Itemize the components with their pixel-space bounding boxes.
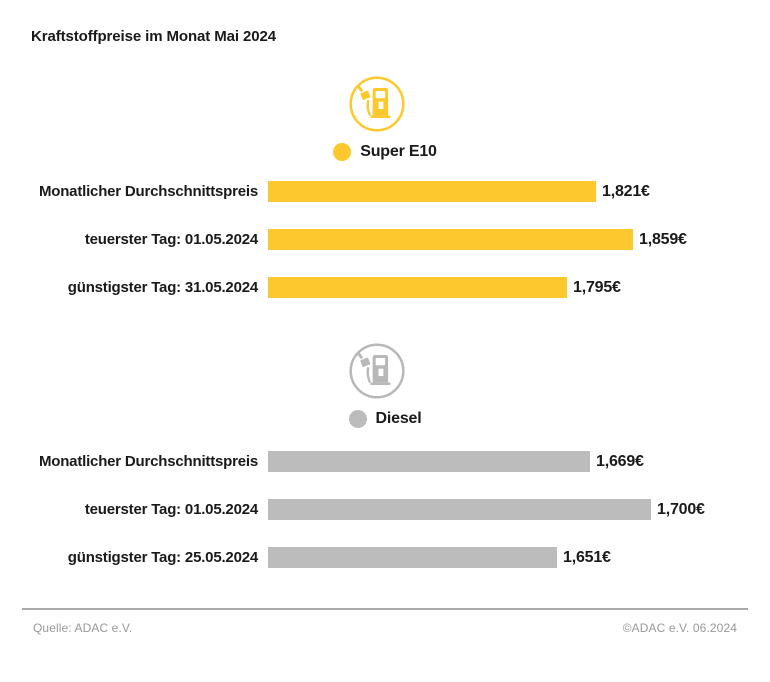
bar-label: Monatlicher Durchschnittspreis	[38, 183, 258, 200]
bar-row: teuerster Tag: 01.05.2024 1,700€	[0, 499, 770, 520]
bar-row: Monatlicher Durchschnittspreis 1,821€	[0, 181, 770, 202]
bar-row: teuerster Tag: 01.05.2024 1,859€	[0, 229, 770, 250]
bar-row: Monatlicher Durchschnittspreis 1,669€	[0, 451, 770, 472]
bar-value: 1,795€	[573, 278, 621, 296]
bar	[268, 547, 557, 568]
bar-group-super-e10: Monatlicher Durchschnittspreis 1,821€ te…	[0, 181, 770, 325]
footer-copyright: ©ADAC e.V. 06.2024	[622, 621, 737, 635]
footer-source: Quelle: ADAC e.V.	[33, 621, 133, 635]
fuel-pump-icon	[349, 76, 405, 132]
bar-row: günstigster Tag: 31.05.2024 1,795€	[0, 277, 770, 298]
bar-label: Monatlicher Durchschnittspreis	[38, 453, 258, 470]
bar	[268, 229, 633, 250]
page-title: Kraftstoffpreise im Monat Mai 2024	[31, 28, 276, 45]
section-super-e10-header	[0, 75, 770, 133]
bar-row: günstigster Tag: 25.05.2024 1,651€	[0, 547, 770, 568]
bar-value: 1,821€	[602, 182, 650, 200]
footer: Quelle: ADAC e.V. ©ADAC e.V. 06.2024	[33, 621, 737, 635]
bar-value: 1,651€	[563, 548, 611, 566]
legend-diesel: Diesel	[0, 410, 770, 428]
bar-label: günstigster Tag: 31.05.2024	[67, 279, 258, 296]
bar-value: 1,700€	[657, 500, 705, 518]
bar	[268, 499, 651, 520]
legend-label: Super E10	[360, 143, 437, 160]
footer-divider	[22, 608, 748, 610]
bar-label: teuerster Tag: 01.05.2024	[84, 231, 258, 248]
legend-super-e10: Super E10	[0, 143, 770, 161]
bar-label: teuerster Tag: 01.05.2024	[84, 501, 258, 518]
bar-label: günstigster Tag: 25.05.2024	[67, 549, 258, 566]
bar	[268, 451, 590, 472]
legend-dot-icon	[333, 143, 352, 161]
bar	[268, 181, 596, 202]
section-diesel-header	[0, 342, 770, 400]
bar-value: 1,859€	[639, 230, 687, 248]
fuel-pump-icon	[349, 343, 405, 399]
legend-dot-icon	[348, 410, 367, 428]
bar-value: 1,669€	[596, 452, 644, 470]
bar	[268, 277, 567, 298]
legend-label: Diesel	[375, 410, 422, 427]
bar-group-diesel: Monatlicher Durchschnittspreis 1,669€ te…	[0, 451, 770, 595]
